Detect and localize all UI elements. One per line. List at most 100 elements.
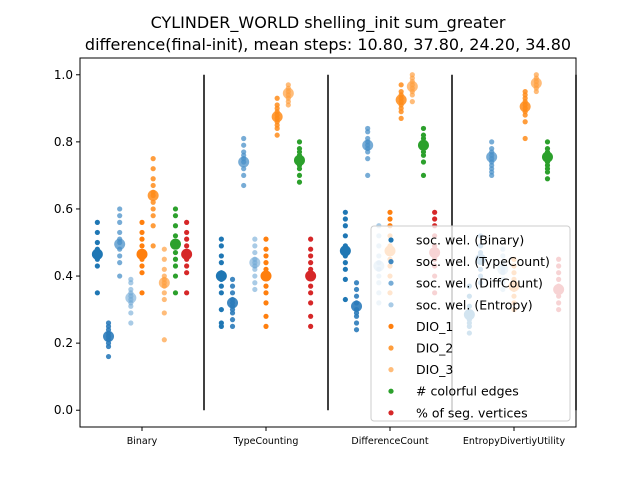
data-point — [139, 270, 145, 276]
legend-marker — [388, 410, 394, 416]
data-point — [263, 290, 269, 296]
data-point — [544, 139, 551, 145]
data-point — [218, 323, 224, 329]
data-point — [353, 327, 360, 333]
mean-marker — [147, 190, 159, 202]
data-point — [150, 206, 156, 212]
data-point — [161, 246, 167, 252]
data-point — [150, 199, 156, 205]
data-point — [342, 260, 348, 266]
data-point — [353, 320, 360, 326]
data-point — [252, 266, 258, 272]
data-point — [263, 283, 269, 289]
y-tick-label: 0.2 — [54, 336, 73, 350]
legend-box — [370, 225, 571, 422]
data-point — [139, 229, 145, 236]
mean-marker — [181, 248, 193, 260]
data-point — [139, 290, 145, 296]
data-point — [229, 290, 236, 296]
legend-marker — [388, 237, 394, 243]
mean-marker — [260, 270, 272, 282]
data-point — [184, 270, 190, 276]
data-point — [161, 256, 167, 262]
mean-marker — [125, 292, 137, 304]
data-point — [342, 266, 348, 272]
data-point — [263, 313, 269, 319]
data-point — [94, 229, 100, 236]
mean-marker — [282, 87, 294, 99]
data-point — [420, 125, 427, 132]
data-point — [342, 209, 348, 215]
data-point — [94, 290, 100, 296]
data-point — [342, 223, 348, 229]
mean-marker — [339, 245, 351, 257]
data-point — [432, 216, 438, 222]
data-point — [252, 273, 258, 279]
mean-marker — [271, 111, 283, 123]
data-point — [218, 290, 224, 296]
data-point — [218, 253, 224, 259]
legend-label: % of seg. vertices — [416, 405, 528, 420]
data-point — [296, 166, 303, 172]
mean-marker — [103, 330, 115, 342]
mean-marker — [215, 270, 227, 282]
data-point — [117, 213, 123, 219]
data-point — [544, 169, 551, 175]
data-point — [150, 223, 156, 229]
data-point — [128, 280, 134, 286]
data-point — [252, 286, 258, 293]
data-point — [172, 290, 179, 296]
x-tick-label: Binary — [127, 436, 158, 447]
data-point — [308, 236, 314, 242]
data-point — [117, 229, 123, 236]
data-point — [241, 172, 247, 179]
data-point — [365, 149, 371, 155]
legend-label: soc. wel. (Entropy) — [416, 297, 533, 312]
data-point — [150, 213, 156, 219]
data-point — [274, 95, 280, 101]
data-point — [263, 236, 269, 242]
data-point — [161, 296, 167, 303]
mean-marker — [530, 77, 542, 89]
data-point — [353, 293, 360, 299]
data-point — [218, 236, 224, 242]
mean-marker — [91, 248, 103, 260]
data-point — [522, 135, 528, 142]
data-point — [94, 239, 100, 246]
data-point — [218, 283, 224, 289]
data-point — [544, 176, 551, 182]
mean-marker — [238, 156, 250, 168]
data-point — [252, 243, 258, 249]
chart-subtitle: difference(final-init), mean steps: 10.8… — [85, 35, 571, 54]
data-point — [184, 290, 190, 296]
mean-marker — [227, 297, 239, 309]
chart-title: CYLINDER_WORLD shelling_init sum_greater — [151, 13, 506, 33]
mean-marker — [136, 248, 148, 260]
data-point — [420, 152, 427, 158]
data-point — [241, 166, 247, 172]
plot-frame — [79, 57, 577, 428]
data-point — [409, 92, 415, 98]
data-point — [489, 139, 495, 145]
data-point — [308, 290, 314, 296]
data-point — [420, 172, 427, 179]
data-point — [342, 233, 348, 239]
data-point — [105, 343, 112, 350]
data-point — [398, 115, 404, 121]
data-point — [241, 182, 247, 189]
data-point — [105, 353, 112, 360]
data-point — [172, 213, 179, 219]
data-point — [117, 273, 123, 279]
data-point — [308, 300, 314, 306]
data-point — [218, 260, 224, 266]
data-point — [172, 263, 179, 269]
data-point — [533, 88, 539, 95]
mean-marker — [362, 139, 374, 151]
data-point — [342, 276, 348, 282]
data-point — [128, 303, 134, 309]
data-point — [263, 323, 269, 329]
data-point — [172, 233, 179, 239]
data-point — [522, 119, 528, 125]
legend-label: soc. wel. (DiffCount) — [416, 276, 543, 291]
data-point — [172, 223, 179, 229]
